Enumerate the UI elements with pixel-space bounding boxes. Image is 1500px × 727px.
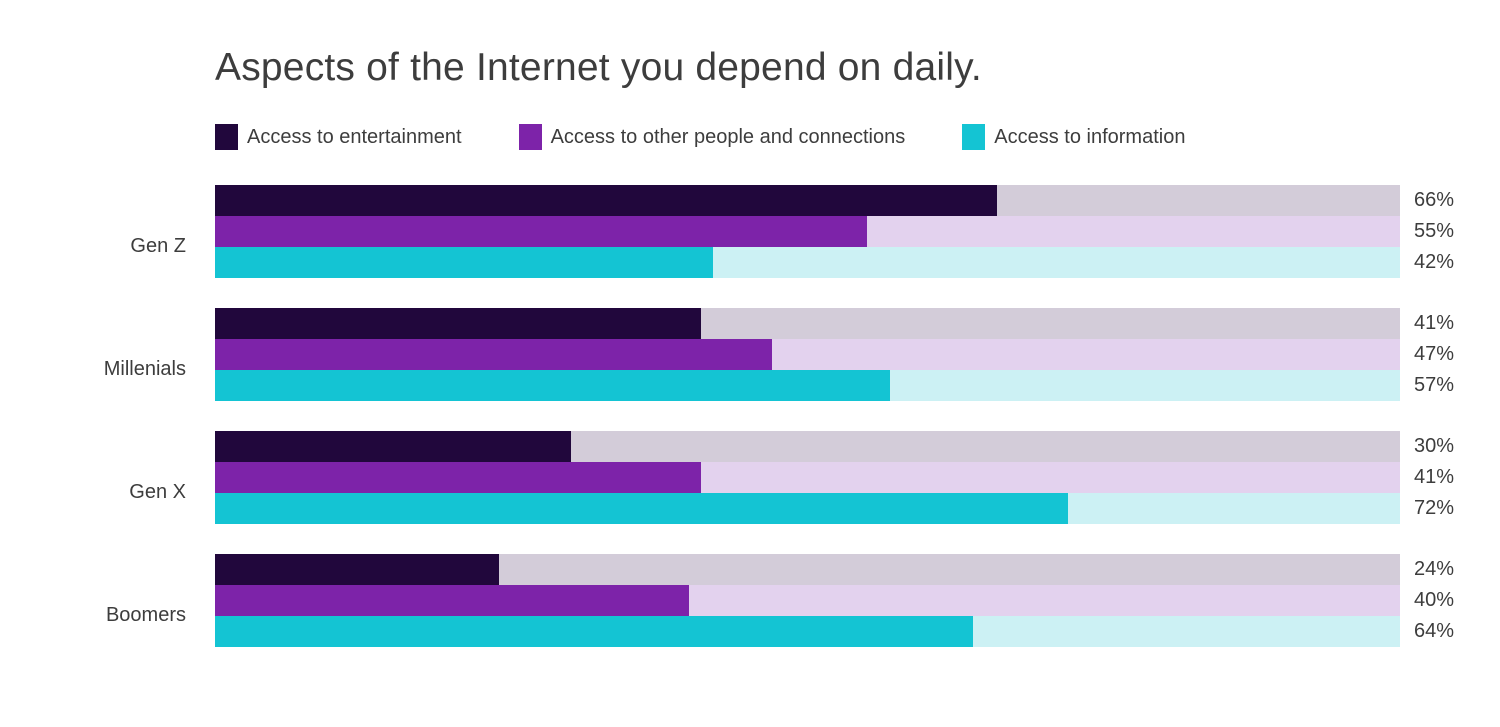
legend-item-entertainment: Access to entertainment (215, 124, 462, 150)
bar-row: 41% (215, 308, 1454, 339)
bar-value-label: 47% (1414, 343, 1455, 365)
bar-value-label: 42% (1414, 251, 1455, 273)
bar-track (215, 431, 1400, 462)
bar-value-label: 55% (1414, 220, 1455, 242)
bar-value-label: 40% (1414, 589, 1455, 611)
bar-group: Gen X 30% 41% 72% (0, 431, 1500, 524)
category-label: Boomers (105, 604, 186, 626)
bar-track (215, 185, 1400, 216)
chart-title: Aspects of the Internet you depend on da… (215, 46, 982, 89)
bar-rows: 66% 55% 42% (215, 185, 1454, 278)
bar-track (215, 585, 1400, 616)
bar-value-label: 72% (1414, 497, 1455, 519)
bar-fill (215, 554, 500, 585)
bar-fill (215, 216, 867, 247)
legend: Access to entertainment Access to other … (215, 124, 1185, 150)
bar-track (215, 616, 1400, 647)
bar-fill (215, 431, 571, 462)
bar-value-label: 41% (1414, 312, 1455, 334)
bar-row: 30% (215, 431, 1454, 462)
bar-row: 66% (215, 185, 1454, 216)
bar-row: 41% (215, 462, 1454, 493)
bar-rows: 30% 41% 72% (215, 431, 1454, 524)
bar-track (215, 216, 1400, 247)
bar-row: 42% (215, 247, 1454, 278)
legend-label: Access to other people and connections (550, 125, 906, 148)
legend-label: Access to information (994, 125, 1186, 148)
bar-chart: Gen Z 66% 55% 42% Millenials 41% 47% 57% Gen X 30… (0, 185, 1500, 677)
category-label: Gen X (129, 481, 186, 503)
bar-rows: 41% 47% 57% (215, 308, 1454, 401)
bar-value-label: 66% (1414, 189, 1455, 211)
bar-row: 47% (215, 339, 1454, 370)
legend-item-connections: Access to other people and connections (518, 124, 906, 150)
bar-value-label: 64% (1414, 620, 1455, 642)
bar-fill (215, 339, 772, 370)
bar-fill (215, 308, 701, 339)
bar-rows: 24% 40% 64% (215, 554, 1454, 647)
bar-fill (215, 616, 974, 647)
category-label: Gen Z (130, 235, 186, 257)
bar-row: 72% (215, 493, 1454, 524)
bar-track (215, 308, 1400, 339)
category-label: Millenials (103, 358, 186, 380)
bar-fill (215, 462, 701, 493)
bar-row: 24% (215, 554, 1454, 585)
bar-fill (215, 370, 891, 401)
bar-value-label: 57% (1414, 374, 1455, 396)
bar-group: Millenials 41% 47% 57% (0, 308, 1500, 401)
bar-row: 55% (215, 216, 1454, 247)
legend-swatch-icon (962, 124, 986, 150)
bar-row: 64% (215, 616, 1454, 647)
bar-track (215, 247, 1400, 278)
legend-swatch-icon (518, 124, 542, 150)
bar-track (215, 493, 1400, 524)
bar-fill (215, 247, 713, 278)
bar-track (215, 462, 1400, 493)
bar-value-label: 24% (1414, 558, 1455, 580)
bar-fill (215, 185, 998, 216)
bar-group: Boomers 24% 40% 64% (0, 554, 1500, 647)
legend-swatch-icon (215, 124, 238, 150)
legend-item-information: Access to information (962, 124, 1185, 150)
bar-row: 57% (215, 370, 1454, 401)
bar-value-label: 30% (1414, 435, 1455, 457)
bar-fill (215, 493, 1069, 524)
bar-fill (215, 585, 689, 616)
bar-track (215, 370, 1400, 401)
bar-value-label: 41% (1414, 466, 1455, 488)
bar-group: Gen Z 66% 55% 42% (0, 185, 1500, 278)
bar-track (215, 339, 1400, 370)
bar-row: 40% (215, 585, 1454, 616)
legend-label: Access to entertainment (247, 125, 462, 148)
bar-track (215, 554, 1400, 585)
